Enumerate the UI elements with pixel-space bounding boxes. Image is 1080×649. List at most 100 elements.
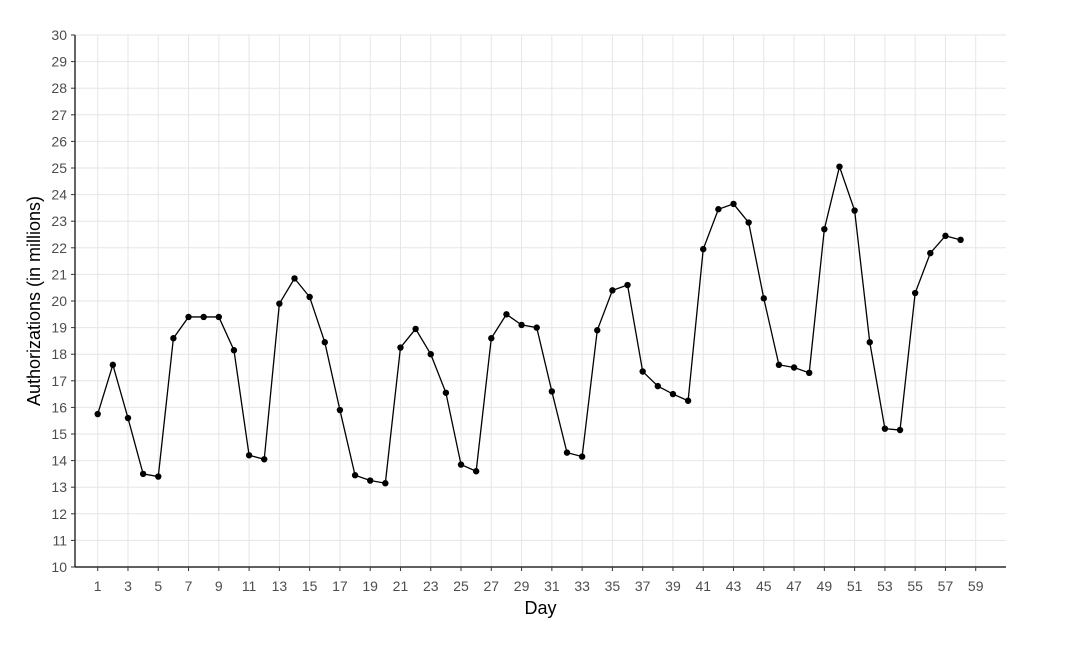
x-tick-label: 49 <box>817 578 833 594</box>
y-tick-label: 11 <box>52 532 67 548</box>
data-point <box>609 287 616 294</box>
x-tick-label: 39 <box>665 578 681 594</box>
y-tick-label: 14 <box>51 453 67 469</box>
data-point <box>124 414 132 422</box>
data-point <box>351 472 359 479</box>
data-point <box>654 382 662 390</box>
series-line <box>97 164 961 484</box>
x-tick-label: 15 <box>302 578 318 594</box>
data-point <box>700 245 707 253</box>
x-tick-label: 53 <box>877 578 893 594</box>
x-tick-label: 27 <box>484 578 500 594</box>
data-point <box>790 364 798 371</box>
data-point <box>155 473 162 480</box>
y-tick-label: 21 <box>51 266 67 282</box>
x-tick-label: 29 <box>514 578 530 594</box>
y-tick-label: 19 <box>51 320 67 336</box>
data-point <box>927 249 934 257</box>
data-point <box>594 327 601 334</box>
x-tick-label: 11 <box>242 578 257 594</box>
y-tick-label: 30 <box>51 27 67 43</box>
data-point <box>881 425 889 432</box>
y-axis-title: Authorizations (in millions) <box>24 196 44 406</box>
y-tick-label: 10 <box>51 559 67 575</box>
x-tick-label: 21 <box>393 578 409 594</box>
data-point <box>866 339 873 346</box>
x-tick-label: 59 <box>968 578 984 594</box>
data-point <box>745 219 752 226</box>
y-tick-label: 25 <box>51 160 67 176</box>
y-tick-label: 16 <box>51 399 67 415</box>
data-point <box>563 449 571 456</box>
y-tick-label: 26 <box>51 133 67 149</box>
y-tick-label: 27 <box>51 107 67 123</box>
data-point <box>578 453 586 460</box>
data-point <box>397 344 404 351</box>
x-tick-label: 47 <box>786 578 802 594</box>
data-point <box>760 295 767 302</box>
data-point <box>291 275 298 282</box>
y-tick-label: 12 <box>51 506 67 522</box>
x-axis-ticks: 1 3 5 7 9 11 13 15 17 19 21 23 25 27 29 31 33 35 37 39 41 43 4… <box>94 567 984 594</box>
y-axis-ticks: 10 11 12 13 14 15 16 17 18 19 20 21 22 23 24 25 26 27 28 29… <box>51 27 75 575</box>
data-point <box>957 236 964 244</box>
data-point <box>215 313 223 321</box>
x-tick-label: 33 <box>574 578 590 594</box>
data-point <box>382 480 389 487</box>
x-tick-label: 9 <box>215 578 223 594</box>
x-tick-label: 45 <box>756 578 772 594</box>
x-tick-label: 17 <box>332 578 348 594</box>
data-point <box>806 369 813 377</box>
data-point <box>109 361 117 369</box>
x-tick-label: 35 <box>605 578 621 594</box>
grid <box>75 34 1006 568</box>
data-point <box>366 477 374 484</box>
data-point <box>457 461 465 468</box>
data-point <box>276 300 283 307</box>
data-point <box>503 311 510 318</box>
data-point <box>245 452 253 459</box>
x-tick-label: 13 <box>272 578 288 594</box>
y-tick-label: 24 <box>51 187 67 203</box>
data-point <box>715 206 722 213</box>
y-tick-label: 18 <box>51 346 67 362</box>
data-point <box>669 390 677 398</box>
data-point <box>200 313 207 321</box>
x-tick-label: 31 <box>544 578 560 594</box>
data-point <box>821 225 828 233</box>
data-point <box>896 426 904 434</box>
x-tick-label: 3 <box>124 578 132 594</box>
x-tick-label: 25 <box>453 578 469 594</box>
data-point <box>412 325 419 333</box>
data-point <box>185 313 192 321</box>
x-axis-title: Day <box>524 598 556 618</box>
x-tick-label: 23 <box>423 578 439 594</box>
y-tick-label: 13 <box>51 479 67 495</box>
data-point <box>472 468 480 475</box>
data-point <box>321 339 328 346</box>
data-point <box>261 456 268 463</box>
data-point <box>230 347 238 354</box>
data-point <box>836 163 843 170</box>
data-point <box>139 470 147 478</box>
data-point <box>639 368 646 375</box>
x-tick-label: 43 <box>726 578 742 594</box>
x-tick-label: 7 <box>185 578 193 594</box>
data-point <box>170 335 177 342</box>
series-layer <box>94 163 964 487</box>
x-tick-label: 37 <box>635 578 651 594</box>
x-tick-label: 19 <box>362 578 378 594</box>
y-tick-label: 22 <box>51 240 67 256</box>
y-tick-label: 23 <box>51 213 67 229</box>
y-tick-label: 15 <box>51 426 67 442</box>
data-point <box>684 397 692 404</box>
y-tick-label: 20 <box>51 293 67 309</box>
y-tick-label: 17 <box>51 373 67 389</box>
x-tick-label: 57 <box>938 578 954 594</box>
data-point <box>851 207 858 214</box>
x-tick-label: 5 <box>154 578 162 594</box>
x-tick-label: 51 <box>847 578 863 594</box>
y-tick-label: 29 <box>51 54 67 70</box>
data-point <box>942 232 949 240</box>
